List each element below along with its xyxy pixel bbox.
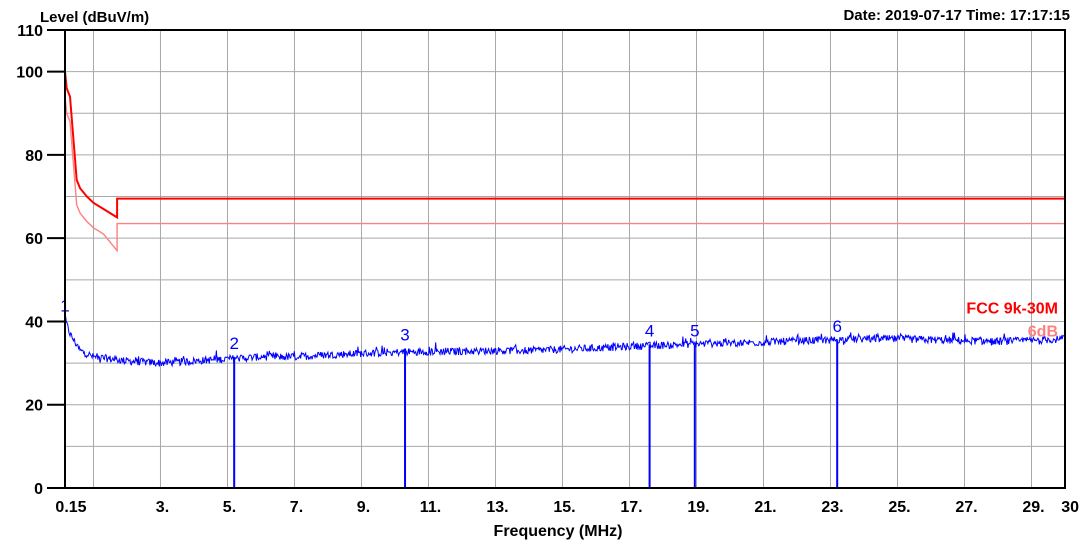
x-tick-label: 3.	[156, 499, 169, 516]
x-tick-label: 15.	[553, 499, 575, 516]
x-tick-label: 11.	[420, 499, 441, 516]
y-tick-label: 0	[34, 481, 43, 498]
marker-label: 4	[645, 321, 654, 340]
x-tick-labels: 0.15 3. 5. 7. 9. 11. 13. 15. 17. 19. 21. 23. 25. 27. 2…	[55, 499, 1079, 516]
x-tick-label: 30	[1061, 499, 1079, 516]
limit-lines	[64, 30, 1066, 322]
x-tick-label: 19.	[687, 499, 709, 516]
y-tick-label: 20	[25, 398, 43, 415]
date-time-stamp: Date: 2019-07-17 Time: 17:17:15	[843, 7, 1070, 24]
x-tick-label: 7.	[290, 499, 303, 516]
x-tick-label: 0.15	[55, 499, 86, 516]
marker-label: 5	[690, 321, 699, 340]
limit-label: FCC 9k-30M	[966, 300, 1058, 317]
y-tick-label: 80	[25, 148, 43, 165]
limit-line	[64, 30, 1065, 253]
peak-markers: 12 3 4 5 6	[60, 296, 842, 488]
x-tick-label: 23.	[821, 499, 843, 516]
limit-line	[64, 30, 1066, 322]
limit-labels: FCC 9k-30M 6dB	[966, 300, 1058, 340]
x-tick-label: 25.	[888, 499, 910, 516]
x-tick-label: 13.	[486, 499, 508, 516]
y-tick-label: 100	[16, 65, 43, 82]
y-tick-label: 110	[17, 23, 43, 40]
y-tick-labels: 0 20 40 60 80 100 110	[16, 23, 65, 498]
y-axis-label: Level (dBuV/m)	[40, 9, 149, 26]
y-tick-label: 40	[25, 314, 43, 331]
x-tick-label: 27.	[955, 499, 977, 516]
x-tick-label: 17.	[620, 499, 642, 516]
grid	[65, 30, 1065, 488]
x-tick-label: 5.	[223, 499, 236, 516]
marker-label: 6	[832, 317, 841, 336]
marker-label: 2	[229, 334, 238, 353]
y-tick-label: 60	[25, 231, 43, 248]
trace-line	[64, 315, 1066, 368]
limit-label: 6dB	[1028, 323, 1058, 340]
x-tick-label: 9.	[357, 499, 370, 516]
plot-frame	[64, 29, 1066, 489]
x-tick-label: 21.	[754, 499, 776, 516]
x-tick-label: 29.	[1022, 499, 1044, 516]
x-axis-label: Frequency (MHz)	[494, 523, 623, 540]
measurement-trace	[64, 315, 1066, 368]
marker-label: 3	[400, 326, 409, 345]
